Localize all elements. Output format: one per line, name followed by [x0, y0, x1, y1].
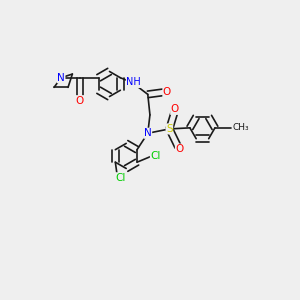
Text: Cl: Cl [115, 173, 126, 183]
Text: O: O [176, 144, 184, 154]
Text: NH: NH [126, 77, 141, 88]
Text: O: O [76, 96, 84, 106]
Text: Cl: Cl [150, 151, 161, 161]
Text: O: O [171, 104, 179, 114]
Text: N: N [144, 128, 152, 138]
Text: S: S [166, 124, 173, 134]
Text: N: N [57, 73, 65, 83]
Text: O: O [163, 87, 171, 97]
Text: CH₃: CH₃ [233, 123, 249, 132]
